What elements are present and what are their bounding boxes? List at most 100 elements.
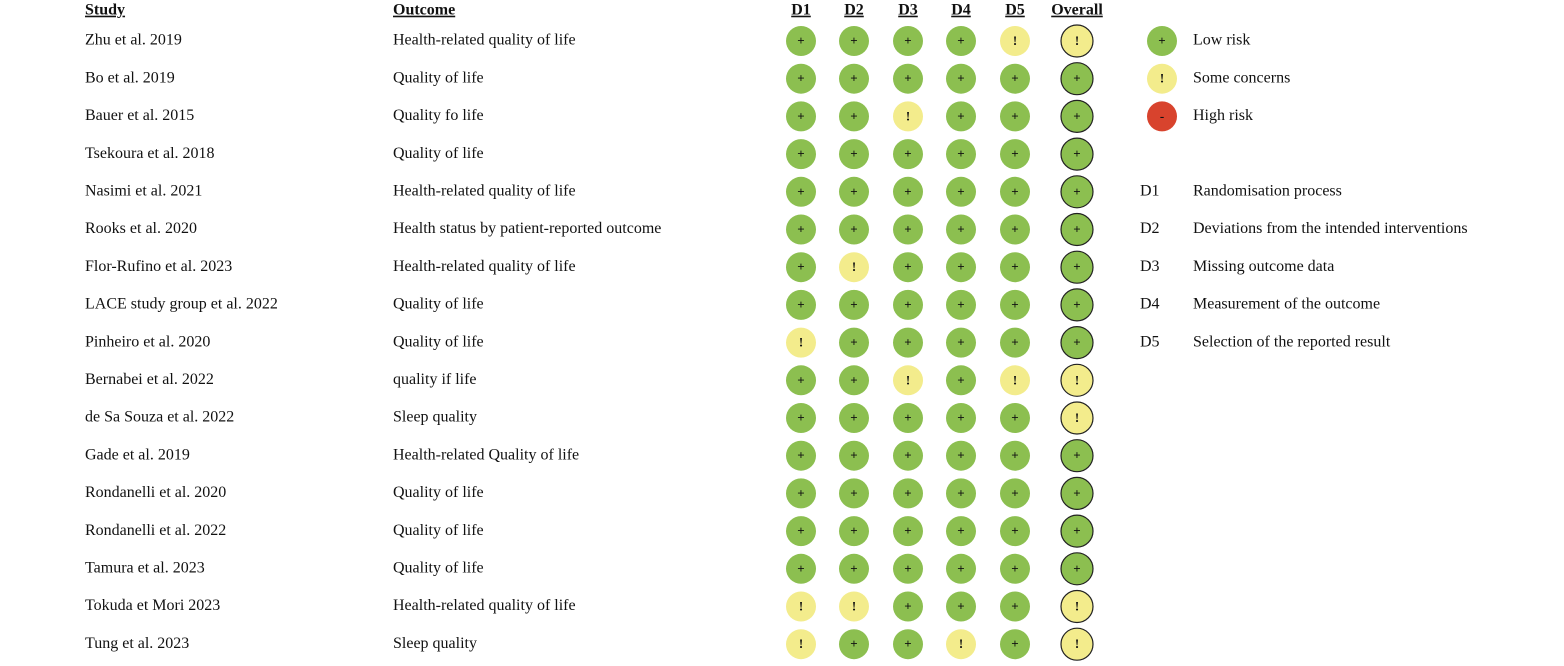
outcome: Health-related quality of life	[393, 182, 576, 199]
judgment-symbol: +	[850, 523, 857, 538]
domain-judgment	[893, 176, 923, 207]
judgment-symbol: +	[904, 335, 911, 350]
domain-judgment	[839, 176, 869, 207]
outcome-header: Outcome	[393, 2, 455, 19]
judgment-symbol: +	[797, 448, 804, 463]
judgment-symbol: +	[1073, 561, 1080, 576]
judgment-symbol: +	[1011, 636, 1018, 651]
judgment-symbol: +	[797, 561, 804, 576]
judgment-symbol: +	[850, 335, 857, 350]
domain-judgment	[1000, 403, 1030, 433]
domain-judgment	[786, 289, 816, 320]
outcome: Quality of life	[393, 145, 484, 162]
domain-judgment	[839, 63, 869, 94]
domain-judgment	[893, 553, 923, 584]
study-name: Tokuda et Mori 2023	[85, 597, 220, 614]
judgment-symbol: +	[1011, 598, 1018, 613]
judgment-symbol: +	[797, 297, 804, 312]
judgment-symbol: +	[904, 33, 911, 48]
judgment-symbol: +	[850, 372, 857, 387]
judgment-symbol: +	[957, 297, 964, 312]
domain-judgment	[786, 403, 816, 433]
judgment-symbol: +	[1011, 108, 1018, 123]
judgment-symbol: +	[850, 448, 857, 463]
domain-judgment	[839, 553, 869, 584]
judgment-symbol: +	[904, 221, 911, 236]
domain-judgment	[786, 214, 816, 245]
overall-judgment	[1060, 439, 1094, 473]
domain-judgment	[946, 26, 976, 56]
legend-symbol: !	[1160, 71, 1164, 86]
judgment-symbol: +	[850, 108, 857, 123]
judgment-symbol: +	[957, 33, 964, 48]
domain-judgment	[839, 516, 869, 547]
domain-judgment	[946, 214, 976, 245]
outcome: Health-related quality of life	[393, 258, 576, 275]
judgment-symbol: !	[1075, 410, 1079, 425]
study-name: Tung et al. 2023	[85, 635, 189, 652]
domain-judgment	[946, 629, 976, 660]
judgment-symbol: +	[957, 561, 964, 576]
judgment-symbol: +	[850, 184, 857, 199]
overall-judgment	[1060, 250, 1094, 284]
domain-judgment	[893, 101, 923, 132]
domain-judgment	[893, 629, 923, 660]
outcome: Health-related quality of life	[393, 32, 576, 49]
overall-judgment	[1060, 552, 1094, 586]
judgment-symbol: +	[1073, 71, 1080, 86]
study-name: Pinheiro et al. 2020	[85, 333, 210, 350]
domain-judgment	[786, 139, 816, 170]
judgment-symbol: +	[904, 410, 911, 425]
judgment-symbol: +	[904, 598, 911, 613]
domain-judgment	[946, 63, 976, 94]
domain-judgment	[893, 591, 923, 622]
overall-judgment	[1060, 589, 1094, 624]
judgment-symbol: +	[797, 184, 804, 199]
domain-judgment	[839, 252, 869, 283]
judgment-symbol: !	[1075, 636, 1079, 651]
judgment-symbol: +	[1073, 448, 1080, 463]
legend-swatch	[1147, 63, 1177, 94]
judgment-symbol: +	[1011, 523, 1018, 538]
judgment-symbol: !	[906, 372, 910, 387]
domain-judgment	[839, 629, 869, 660]
judgment-symbol: +	[1011, 561, 1018, 576]
judgment-symbol: +	[1073, 335, 1080, 350]
domain-judgment	[893, 139, 923, 170]
judgment-symbol: +	[957, 448, 964, 463]
judgment-symbol: !	[1013, 33, 1017, 48]
domain-judgment	[1000, 214, 1030, 245]
judgment-symbol: +	[904, 523, 911, 538]
judgment-symbol: +	[957, 598, 964, 613]
judgment-symbol: +	[797, 410, 804, 425]
judgment-symbol: +	[797, 71, 804, 86]
domain-header: D3	[898, 2, 918, 19]
overall-judgment	[1060, 401, 1094, 435]
overall-judgment	[1060, 175, 1094, 209]
domain-judgment	[1000, 26, 1030, 56]
domain-judgment	[839, 365, 869, 396]
judgment-symbol: +	[1011, 410, 1018, 425]
study-name: Gade et al. 2019	[85, 446, 190, 463]
judgment-symbol: +	[904, 636, 911, 651]
overall-judgment	[1060, 476, 1094, 510]
judgment-symbol: +	[850, 146, 857, 161]
domain-judgment	[786, 176, 816, 207]
domain-judgment	[839, 478, 869, 509]
legend-symbol: +	[1158, 33, 1165, 48]
legend-symbol: -	[1160, 108, 1164, 123]
domain-judgment	[893, 365, 923, 396]
domain-judgment	[1000, 327, 1030, 358]
domain-judgment	[893, 214, 923, 245]
domain-judgment	[946, 516, 976, 547]
domain-judgment	[1000, 516, 1030, 547]
judgment-symbol: +	[1073, 221, 1080, 236]
judgment-symbol: +	[957, 259, 964, 274]
domain-description: Measurement of the outcome	[1193, 296, 1380, 313]
domain-description: Selection of the reported result	[1193, 333, 1391, 350]
domain-judgment	[839, 327, 869, 358]
domain-judgment	[1000, 440, 1030, 471]
judgment-symbol: !	[799, 636, 803, 651]
judgment-symbol: +	[1011, 71, 1018, 86]
